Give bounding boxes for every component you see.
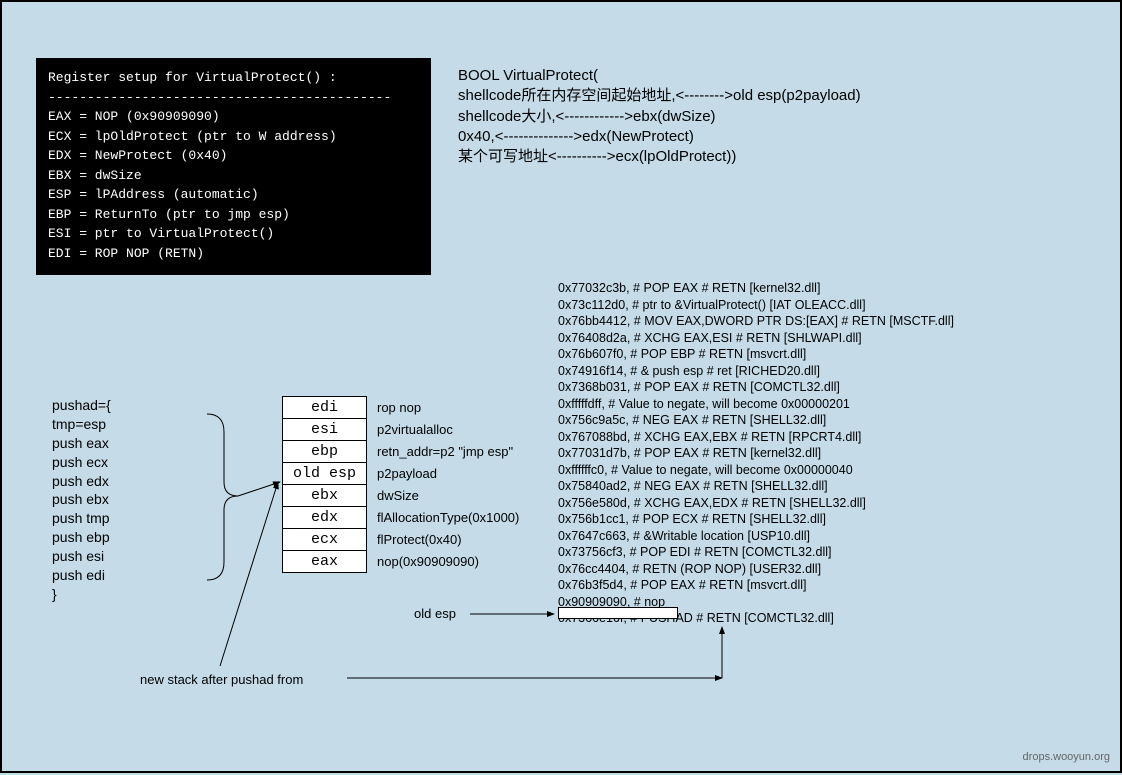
rop-line: 0x76b607f0, # POP EBP # RETN [msvcrt.dll… bbox=[558, 346, 954, 363]
rop-line: 0x76408d2a, # XCHG EAX,ESI # RETN [SHLWA… bbox=[558, 330, 954, 347]
register-line: ECX = lpOldProtect (ptr to W address) bbox=[48, 127, 419, 147]
register-line: EBX = dwSize bbox=[48, 166, 419, 186]
pushad-line: push edx bbox=[52, 472, 111, 491]
register-line: EDX = NewProtect (0x40) bbox=[48, 146, 419, 166]
rop-line: 0x77031d7b, # POP EAX # RETN [kernel32.d… bbox=[558, 445, 954, 462]
pushad-line: push edi bbox=[52, 566, 111, 585]
old-esp-box bbox=[558, 607, 678, 619]
stack-cell-desc: flAllocationType(0x1000) bbox=[367, 507, 521, 529]
stack-cell: eax bbox=[283, 551, 367, 573]
pushad-pseudocode: pushad={ tmp=esp push eax push ecx push … bbox=[52, 396, 111, 604]
pushad-line: push eax bbox=[52, 434, 111, 453]
new-stack-label: new stack after pushad from bbox=[140, 672, 303, 687]
rop-line: 0x73c112d0, # ptr to &VirtualProtect() [… bbox=[558, 297, 954, 314]
rop-line: 0x73756cf3, # POP EDI # RETN [COMCTL32.d… bbox=[558, 544, 954, 561]
pushad-footer: } bbox=[52, 585, 111, 604]
proto-line: 0x40,<-------------->edx(NewProtect) bbox=[458, 127, 861, 147]
stack-cell: ebp bbox=[283, 441, 367, 463]
register-divider: ----------------------------------------… bbox=[48, 88, 419, 108]
rop-line: 0x76bb4412, # MOV EAX,DWORD PTR DS:[EAX]… bbox=[558, 313, 954, 330]
rop-line: 0xfffffdff, # Value to negate, will beco… bbox=[558, 396, 954, 413]
pushad-line: push esi bbox=[52, 547, 111, 566]
stack-after-pushad-table: edirop nop esip2virtualalloc ebpretn_add… bbox=[282, 396, 521, 573]
stack-cell-desc: p2virtualalloc bbox=[367, 419, 521, 441]
virtualprotect-prototype: BOOL VirtualProtect( shellcode所在内存空间起始地址… bbox=[458, 66, 861, 167]
pushad-line: push ecx bbox=[52, 453, 111, 472]
stack-cell-desc: dwSize bbox=[367, 485, 521, 507]
stack-cell-desc: nop(0x90909090) bbox=[367, 551, 521, 573]
register-line: ESI = ptr to VirtualProtect() bbox=[48, 224, 419, 244]
proto-line: shellcode大小,<------------>ebx(dwSize) bbox=[458, 107, 861, 127]
rop-line: 0x74916f14, # & push esp # ret [RICHED20… bbox=[558, 363, 954, 380]
rop-line: 0x76b3f5d4, # POP EAX # RETN [msvcrt.dll… bbox=[558, 577, 954, 594]
rop-line: 0x756c9a5c, # NEG EAX # RETN [SHELL32.dl… bbox=[558, 412, 954, 429]
old-esp-label: old esp bbox=[414, 606, 456, 621]
register-line: EAX = NOP (0x90909090) bbox=[48, 107, 419, 127]
rop-line: 0x756e580d, # XCHG EAX,EDX # RETN [SHELL… bbox=[558, 495, 954, 512]
stack-cell: ebx bbox=[283, 485, 367, 507]
register-title: Register setup for VirtualProtect() : bbox=[48, 68, 419, 88]
rop-line: 0x767088bd, # XCHG EAX,EBX # RETN [RPCRT… bbox=[558, 429, 954, 446]
pushad-line: push ebp bbox=[52, 528, 111, 547]
stack-cell: old esp bbox=[283, 463, 367, 485]
stack-cell-desc: flProtect(0x40) bbox=[367, 529, 521, 551]
rop-line: 0x7647c663, # &Writable location [USP10.… bbox=[558, 528, 954, 545]
stack-cell-desc: retn_addr=p2 "jmp esp" bbox=[367, 441, 521, 463]
register-line: ESP = lPAddress (automatic) bbox=[48, 185, 419, 205]
rop-line: 0x7368b031, # POP EAX # RETN [COMCTL32.d… bbox=[558, 379, 954, 396]
rop-line: 0x76cc4404, # RETN (ROP NOP) [USER32.dll… bbox=[558, 561, 954, 578]
stack-cell-desc: rop nop bbox=[367, 397, 521, 419]
stack-cell: edi bbox=[283, 397, 367, 419]
watermark: drops.wooyun.org bbox=[1023, 751, 1110, 763]
register-line: EDI = ROP NOP (RETN) bbox=[48, 244, 419, 264]
proto-line: 某个可写地址<---------->ecx(lpOldProtect)) bbox=[458, 147, 861, 167]
proto-line: shellcode所在内存空间起始地址,<-------->old esp(p2… bbox=[458, 86, 861, 106]
pushad-header: pushad={ bbox=[52, 396, 111, 415]
stack-cell: esi bbox=[283, 419, 367, 441]
stack-cell: edx bbox=[283, 507, 367, 529]
stack-cell-desc: p2payload bbox=[367, 463, 521, 485]
rop-chain-list: 0x77032c3b, # POP EAX # RETN [kernel32.d… bbox=[558, 280, 954, 627]
rop-line: 0x75840ad2, # NEG EAX # RETN [SHELL32.dl… bbox=[558, 478, 954, 495]
stack-cell: ecx bbox=[283, 529, 367, 551]
rop-line: 0x77032c3b, # POP EAX # RETN [kernel32.d… bbox=[558, 280, 954, 297]
register-setup-terminal: Register setup for VirtualProtect() : --… bbox=[36, 58, 431, 275]
pushad-line: push ebx bbox=[52, 490, 111, 509]
rop-line: 0xffffffc0, # Value to negate, will beco… bbox=[558, 462, 954, 479]
pushad-line: push tmp bbox=[52, 509, 111, 528]
register-line: EBP = ReturnTo (ptr to jmp esp) bbox=[48, 205, 419, 225]
proto-line: BOOL VirtualProtect( bbox=[458, 66, 861, 86]
rop-line: 0x756b1cc1, # POP ECX # RETN [SHELL32.dl… bbox=[558, 511, 954, 528]
pushad-line: tmp=esp bbox=[52, 415, 111, 434]
